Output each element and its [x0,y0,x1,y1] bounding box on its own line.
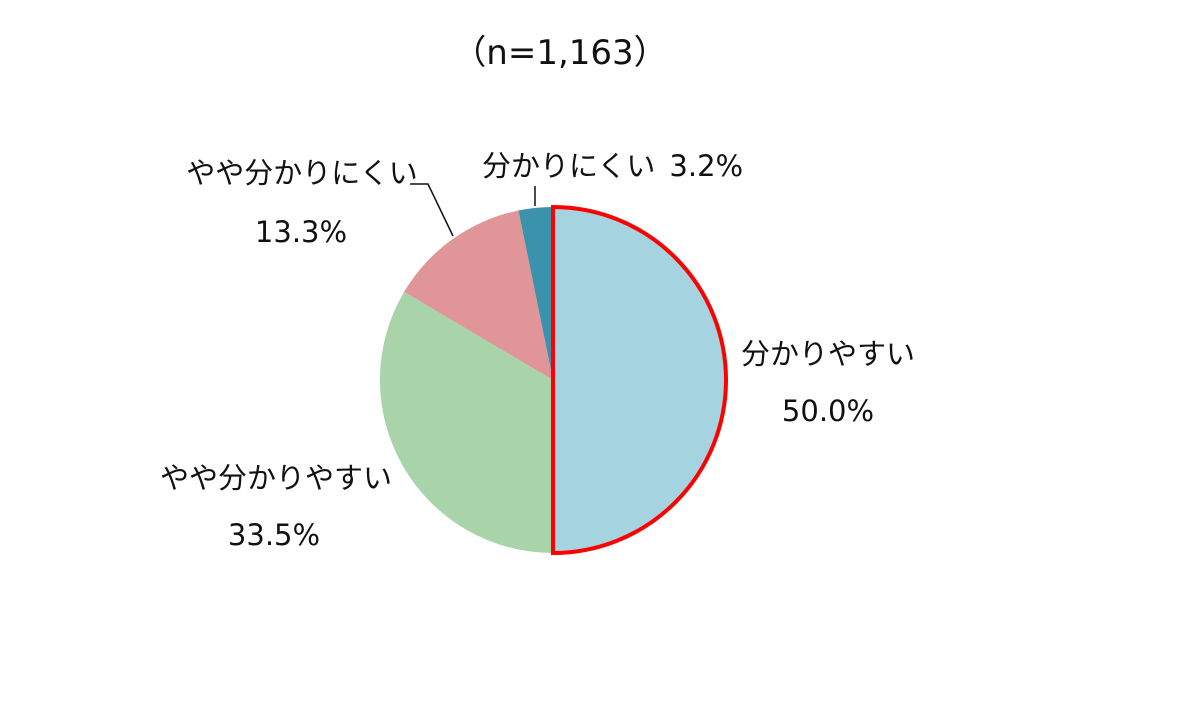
slice-value-3: 3.2% [669,149,743,183]
pie-slice-1 [379,291,553,553]
pie-slice-highlight-0 [551,204,728,556]
slice-value-0: 50.0% [782,394,874,428]
slice-value-1: 33.5% [228,518,320,552]
pie-slice-3 [518,207,553,380]
slice-value-2: 13.3% [255,215,347,249]
chart-title: （n=1,163） [452,33,667,73]
slice-label-0: 分かりやすい [741,337,915,371]
slice-label-2: やや分かりにくい [186,156,417,190]
leader-line-2 [410,183,454,237]
pie-slice-0 [553,207,726,553]
slice-label-3: 分かりにくい 3.2% [482,149,743,183]
slice-label-1: やや分かりやすい [160,461,392,495]
slice-label-3-text: 分かりにくい [482,149,655,183]
pie-slice-2 [404,210,553,380]
